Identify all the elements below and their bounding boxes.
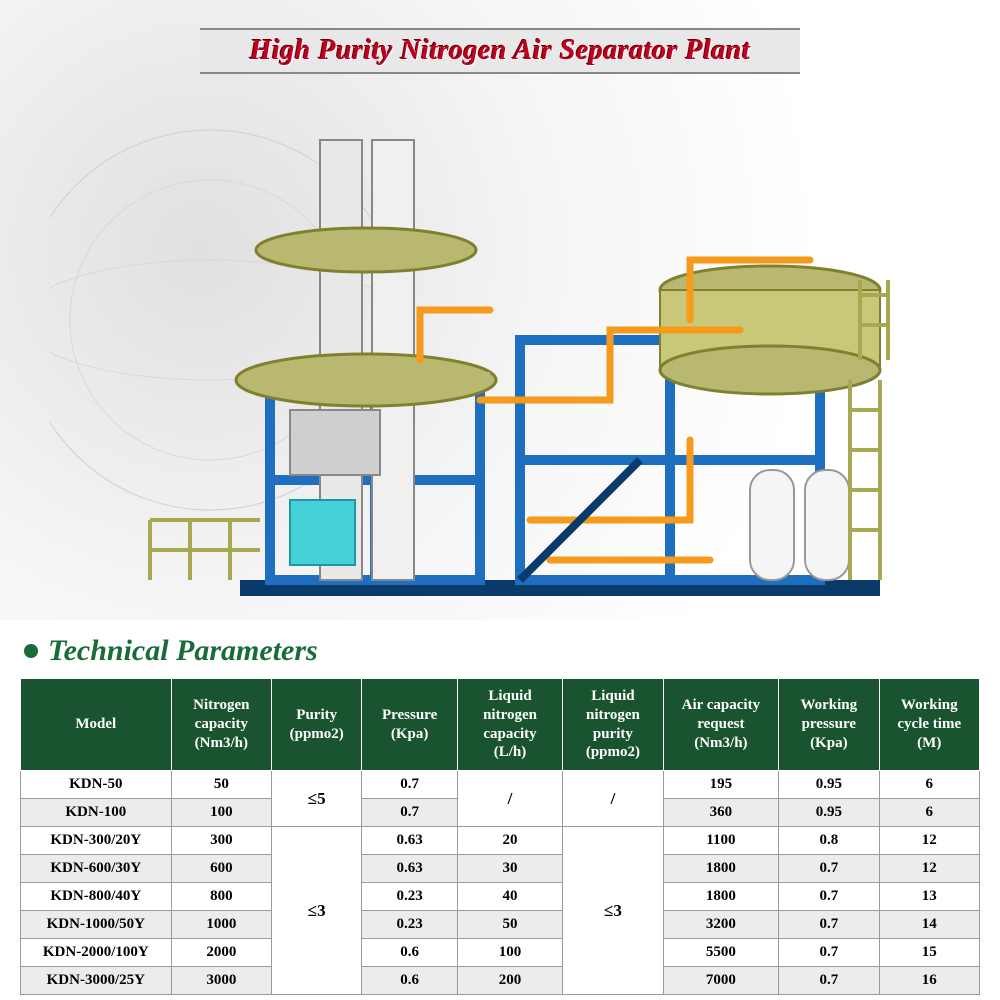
table-cell: 20 (457, 827, 562, 855)
table-cell: 0.95 (779, 799, 879, 827)
table-cell: 0.6 (362, 967, 457, 995)
col-header: Liquid nitrogen purity(ppmo2) (563, 679, 663, 771)
table-cell: 0.7 (362, 799, 457, 827)
table-cell: 6 (879, 771, 979, 799)
table-cell: 0.95 (779, 771, 879, 799)
section-heading: Technical Parameters (0, 620, 1000, 678)
table-cell: 6 (879, 799, 979, 827)
table-cell: 0.63 (362, 855, 457, 883)
table-cell: 1800 (663, 855, 778, 883)
table-cell: 40 (457, 883, 562, 911)
table-cell: KDN-800/40Y (21, 883, 172, 911)
table-cell: 0.8 (779, 827, 879, 855)
table-cell: 0.7 (779, 939, 879, 967)
table-row: KDN-800/40Y800 0.2340 18000.713 (21, 883, 980, 911)
table-cell: 1100 (663, 827, 778, 855)
table-cell: 0.7 (779, 911, 879, 939)
table-cell: 300 (171, 827, 271, 855)
table-cell: 0.6 (362, 939, 457, 967)
table-cell: KDN-2000/100Y (21, 939, 172, 967)
table-cell: ≤5 (272, 771, 362, 827)
page-title: High Purity Nitrogen Air Separator Plant (250, 35, 750, 67)
table-cell: ≤3 (563, 827, 663, 995)
table-cell: 0.7 (362, 771, 457, 799)
bullet-icon (24, 644, 38, 658)
section-title: Technical Parameters (48, 634, 318, 668)
table-cell: 0.23 (362, 883, 457, 911)
table-cell: 0.7 (779, 967, 879, 995)
col-header: Working pressure(Kpa) (779, 679, 879, 771)
table-cell: 3000 (171, 967, 271, 995)
title-bar: High Purity Nitrogen Air Separator Plant (200, 28, 800, 74)
col-header: Air capacity request(Nm3/h) (663, 679, 778, 771)
table-cell: KDN-100 (21, 799, 172, 827)
table-row: KDN-1000/50Y1000 0.2350 32000.714 (21, 911, 980, 939)
col-header: Working cycle time(M) (879, 679, 979, 771)
table-row: KDN-5050≤50.7//1950.956 (21, 771, 980, 799)
table-cell: ≤3 (272, 827, 362, 995)
table-cell: KDN-50 (21, 771, 172, 799)
table-cell: 100 (171, 799, 271, 827)
table-row: KDN-300/20Y300≤30.6320≤311000.812 (21, 827, 980, 855)
table-cell: 7000 (663, 967, 778, 995)
table-cell: 0.23 (362, 911, 457, 939)
table-cell: 13 (879, 883, 979, 911)
table-cell: 50 (171, 771, 271, 799)
table-cell: 0.7 (779, 855, 879, 883)
table-cell: 30 (457, 855, 562, 883)
col-header: Pressure(Kpa) (362, 679, 457, 771)
table-header-row: ModelNitrogen capacity(Nm3/h)Purity(ppmo… (21, 679, 980, 771)
col-header: Nitrogen capacity(Nm3/h) (171, 679, 271, 771)
table-cell: 15 (879, 939, 979, 967)
table-cell: KDN-3000/25Y (21, 967, 172, 995)
plant-illustration (50, 80, 950, 620)
table-cell: / (563, 771, 663, 827)
table-cell: 14 (879, 911, 979, 939)
table-row: KDN-600/30Y600 0.6330 18000.712 (21, 855, 980, 883)
table-cell: / (457, 771, 562, 827)
table-cell: KDN-300/20Y (21, 827, 172, 855)
table-cell: 12 (879, 827, 979, 855)
col-header: Liquid nitrogen capacity(L/h) (457, 679, 562, 771)
table-cell: 600 (171, 855, 271, 883)
table-row: KDN-2000/100Y2000 0.6100 55000.715 (21, 939, 980, 967)
table-cell: 0.7 (779, 883, 879, 911)
table-cell: 3200 (663, 911, 778, 939)
table-cell: 12 (879, 855, 979, 883)
table-cell: 100 (457, 939, 562, 967)
table-cell: 800 (171, 883, 271, 911)
hero-area: High Purity Nitrogen Air Separator Plant (0, 0, 1000, 620)
table-cell: KDN-600/30Y (21, 855, 172, 883)
table-cell: 16 (879, 967, 979, 995)
table-cell: 200 (457, 967, 562, 995)
table-cell: 0.63 (362, 827, 457, 855)
table-cell: KDN-1000/50Y (21, 911, 172, 939)
table-cell: 1000 (171, 911, 271, 939)
table-cell: 50 (457, 911, 562, 939)
col-header: Model (21, 679, 172, 771)
table-cell: 360 (663, 799, 778, 827)
col-header: Purity(ppmo2) (272, 679, 362, 771)
table-row: KDN-3000/25Y3000 0.6200 70000.716 (21, 967, 980, 995)
table-cell: 195 (663, 771, 778, 799)
table-cell: 5500 (663, 939, 778, 967)
table-cell: 1800 (663, 883, 778, 911)
spec-table: ModelNitrogen capacity(Nm3/h)Purity(ppmo… (20, 678, 980, 995)
table-cell: 2000 (171, 939, 271, 967)
